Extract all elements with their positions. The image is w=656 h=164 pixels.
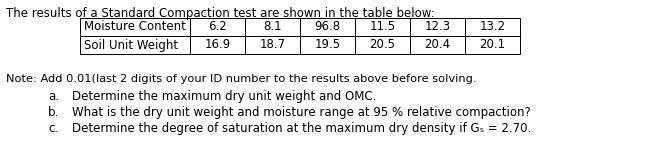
Bar [190,36,245,54]
Text: Determine the degree of saturation at the maximum dry density if Gₛ = 2.70.: Determine the degree of saturation at th… [72,122,531,135]
Bar [80,18,190,36]
Text: Soil Unit Weight: Soil Unit Weight [84,39,178,51]
Bar [190,18,245,36]
Text: 20.1: 20.1 [480,39,506,51]
Text: 6.2: 6.2 [208,20,227,33]
Text: 8.1: 8.1 [263,20,282,33]
Bar [355,36,410,54]
Bar [465,36,520,54]
Text: What is the dry unit weight and moisture range at 95 % relative compaction?: What is the dry unit weight and moisture… [72,106,531,119]
Text: Note: Add 0.01(last 2 digits of your ID number to the results above before solvi: Note: Add 0.01(last 2 digits of your ID … [6,74,476,84]
Text: 12.3: 12.3 [424,20,451,33]
Text: a.: a. [48,90,59,103]
Text: 13.2: 13.2 [480,20,506,33]
Bar [410,18,465,36]
Text: Moisture Content: Moisture Content [84,20,186,33]
Text: 96.8: 96.8 [314,20,340,33]
Text: 11.5: 11.5 [369,20,396,33]
Text: Determine the maximum dry unit weight and OMC.: Determine the maximum dry unit weight an… [72,90,377,103]
Text: 20.4: 20.4 [424,39,451,51]
Text: 20.5: 20.5 [369,39,396,51]
Text: 18.7: 18.7 [259,39,285,51]
Bar [300,18,355,36]
Text: The results of a Standard Compaction test are shown in the table below:: The results of a Standard Compaction tes… [6,7,435,20]
Bar [245,18,300,36]
Text: b.: b. [48,106,59,119]
Bar [300,36,355,54]
Text: c.: c. [48,122,58,135]
Text: 19.5: 19.5 [314,39,340,51]
Bar [80,36,190,54]
Bar [465,18,520,36]
Text: 16.9: 16.9 [205,39,231,51]
Bar [245,36,300,54]
Bar [410,36,465,54]
Bar [355,18,410,36]
